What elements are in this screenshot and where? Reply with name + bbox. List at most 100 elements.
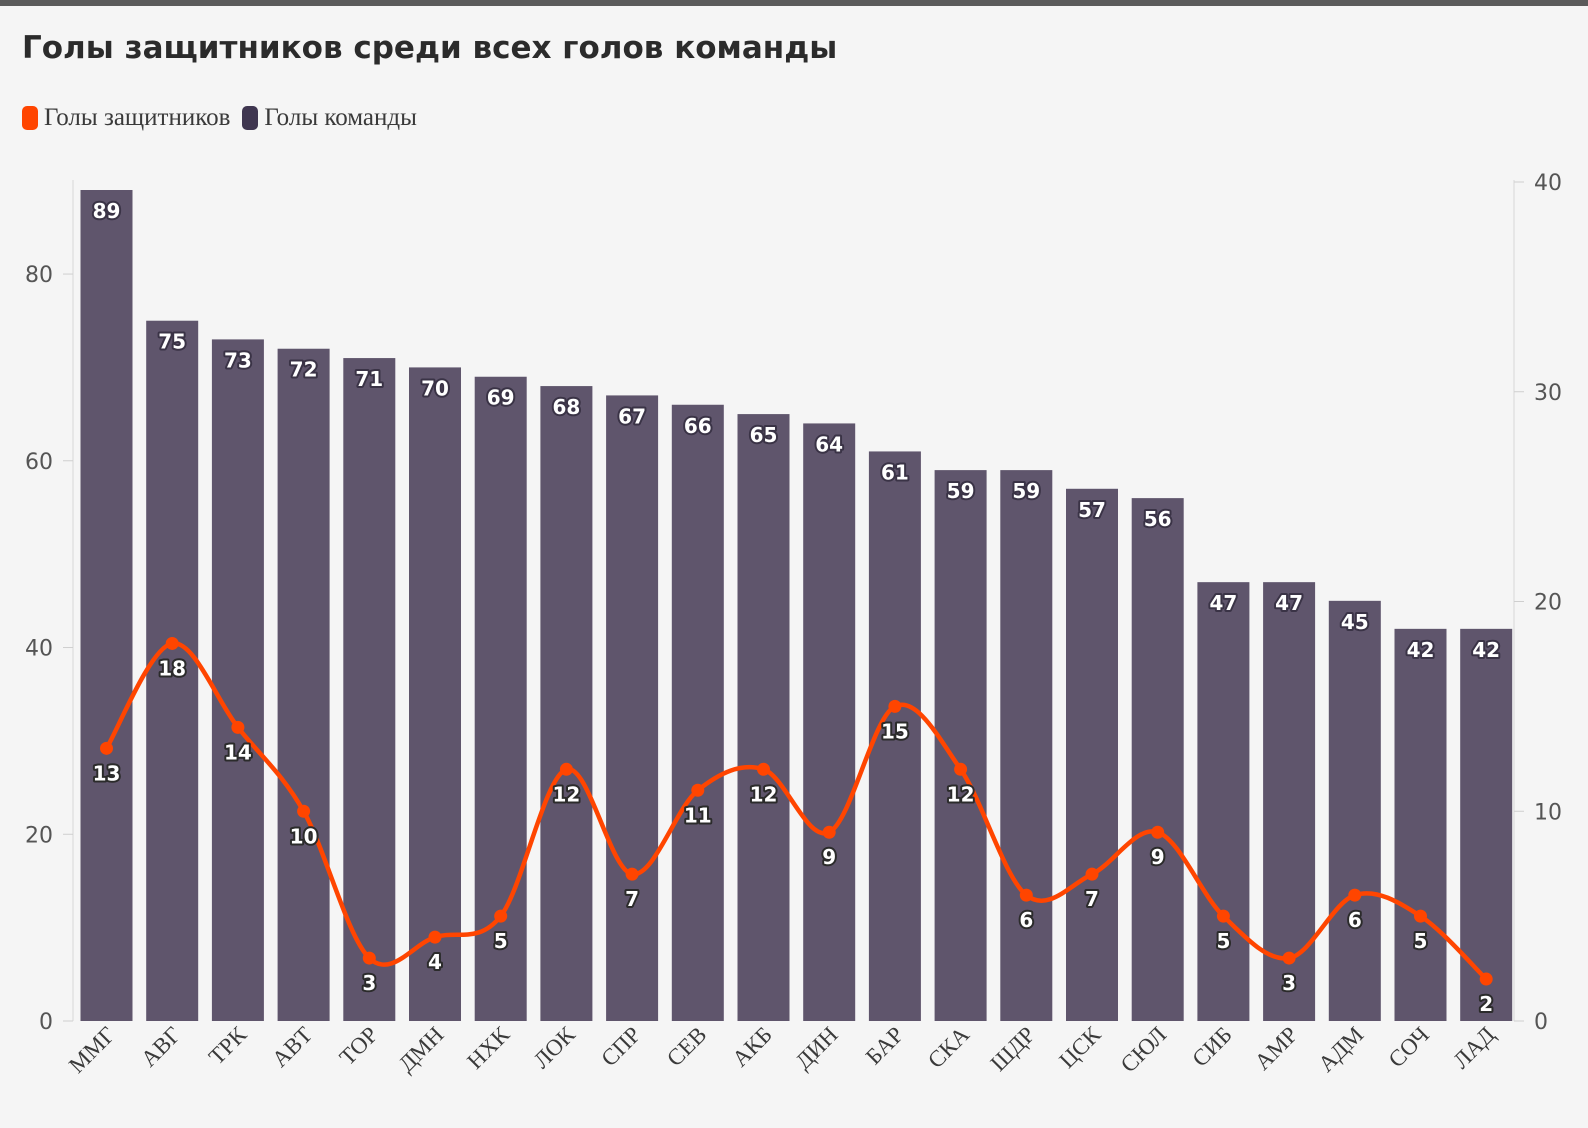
line-value-label: 2 — [1479, 992, 1493, 1016]
legend-swatch-defender-goals — [22, 106, 38, 130]
bar-value-label: 72 — [290, 358, 318, 382]
legend-swatch-team-goals — [242, 106, 259, 130]
line-point-СЮЛ[interactable] — [1151, 825, 1165, 839]
line-point-ЛОК[interactable] — [559, 762, 573, 776]
left-axis-tick-label: 80 — [25, 263, 53, 288]
left-axis-tick-label: 20 — [25, 823, 53, 848]
line-point-АДМ[interactable] — [1348, 888, 1362, 902]
line-point-СКА[interactable] — [954, 762, 968, 776]
bar-value-label: 70 — [421, 376, 449, 400]
bar-value-label: 59 — [947, 479, 975, 503]
legend-item-defender-goals[interactable]: Голы защитников — [22, 104, 230, 132]
bar-НХК[interactable] — [474, 376, 527, 1021]
category-label: ММГ — [64, 1022, 120, 1078]
bar-value-label: 66 — [684, 414, 712, 438]
bar-ЛОК[interactable] — [540, 386, 593, 1022]
legend-item-team-goals[interactable]: Голы команды — [242, 104, 417, 132]
category-label: ДМН — [394, 1022, 449, 1077]
line-point-АВГ[interactable] — [165, 636, 179, 650]
bar-СИБ[interactable] — [1197, 582, 1250, 1021]
line-value-label: 13 — [93, 761, 121, 785]
bar-ДМН[interactable] — [409, 367, 461, 1021]
bar-value-label: 47 — [1209, 591, 1237, 615]
line-point-СЕВ[interactable] — [691, 783, 705, 797]
right-axis-tick-label: 0 — [1534, 1010, 1548, 1035]
bar-ШДР[interactable] — [1000, 470, 1053, 1021]
bar-ТРК[interactable] — [211, 339, 264, 1021]
line-value-label: 11 — [684, 803, 712, 827]
line-value-label: 5 — [1216, 929, 1230, 953]
bar-value-label: 61 — [881, 460, 909, 484]
bar-АДМ[interactable] — [1328, 600, 1381, 1021]
bar-ЦСК[interactable] — [1066, 488, 1118, 1022]
bar-value-label: 68 — [552, 395, 580, 419]
category-label: СПР — [596, 1022, 645, 1071]
line-point-ШДР[interactable] — [1019, 888, 1033, 902]
line-point-ДИН[interactable] — [822, 825, 836, 839]
line-value-label: 6 — [1348, 908, 1362, 932]
legend-label-defender-goals: Голы защитников — [44, 104, 231, 131]
bar-value-label: 47 — [1275, 591, 1303, 615]
bar-value-label: 65 — [750, 423, 778, 447]
bar-АВТ[interactable] — [277, 348, 330, 1021]
bar-value-label: 69 — [487, 386, 515, 410]
line-value-label: 10 — [290, 824, 318, 848]
bar-ЛАД[interactable] — [1460, 628, 1513, 1021]
bar-value-label: 64 — [815, 432, 843, 456]
bar-value-label: 42 — [1407, 638, 1435, 662]
category-label: ЛАД — [1448, 1022, 1500, 1074]
bar-ТОР[interactable] — [343, 358, 396, 1022]
right-axis-tick-label: 30 — [1534, 381, 1562, 406]
line-point-ТОР[interactable] — [362, 951, 376, 965]
legend: Голы защитников Голы команды — [22, 104, 429, 132]
line-value-label: 12 — [552, 782, 580, 806]
line-value-label: 5 — [494, 929, 508, 953]
category-label: ШДР — [986, 1022, 1040, 1076]
bar-value-label: 42 — [1472, 638, 1500, 662]
line-point-ЛАД[interactable] — [1479, 972, 1493, 986]
bar-value-label: 59 — [1012, 479, 1040, 503]
line-point-БАР[interactable] — [888, 699, 902, 713]
bar-СЮЛ[interactable] — [1131, 498, 1184, 1021]
category-label: ДИН — [790, 1022, 842, 1074]
line-point-СПР[interactable] — [625, 867, 639, 881]
right-axis-tick-label: 20 — [1534, 591, 1562, 616]
line-point-НХК[interactable] — [494, 909, 508, 923]
line-point-ЦСК[interactable] — [1085, 867, 1099, 881]
line-point-АВТ[interactable] — [297, 804, 311, 818]
bar-ДИН[interactable] — [803, 423, 856, 1021]
category-label: ТРК — [204, 1021, 252, 1069]
line-point-ММГ[interactable] — [100, 741, 113, 755]
category-label: СЕВ — [662, 1022, 711, 1071]
legend-label-team-goals: Голы команды — [264, 104, 417, 131]
bar-ММГ[interactable] — [80, 190, 133, 1021]
left-axis-tick-label: 0 — [39, 1010, 53, 1035]
bar-value-label: 71 — [355, 367, 383, 391]
right-axis-tick-label: 10 — [1534, 800, 1562, 825]
category-label: СЮЛ — [1116, 1022, 1171, 1077]
line-point-АКБ[interactable] — [757, 762, 770, 776]
line-value-label: 7 — [1085, 887, 1099, 911]
series-line-defender-goals[interactable] — [104, 641, 1489, 982]
bar-СПР[interactable] — [606, 395, 659, 1021]
line-value-label: 5 — [1414, 929, 1428, 953]
line-point-ДМН[interactable] — [428, 930, 442, 944]
line-value-label: 6 — [1019, 908, 1033, 932]
category-label: ТОР — [335, 1022, 383, 1070]
bar-value-label: 89 — [93, 199, 121, 223]
bar-АКБ[interactable] — [737, 414, 790, 1022]
category-label: АДМ — [1313, 1022, 1368, 1077]
bar-value-label: 67 — [618, 404, 646, 428]
line-point-ТРК[interactable] — [231, 720, 245, 734]
line-point-СИБ[interactable] — [1216, 909, 1230, 923]
line-value-label: 9 — [1151, 845, 1165, 869]
line-value-label: 12 — [947, 782, 975, 806]
line-point-СОЧ[interactable] — [1414, 909, 1427, 923]
bar-value-label: 57 — [1078, 498, 1106, 522]
bar-АВГ[interactable] — [146, 320, 199, 1021]
bar-СЕВ[interactable] — [671, 404, 724, 1021]
line-point-АМР[interactable] — [1282, 951, 1296, 965]
line-value-label: 12 — [750, 782, 778, 806]
bar-СОЧ[interactable] — [1394, 628, 1447, 1021]
